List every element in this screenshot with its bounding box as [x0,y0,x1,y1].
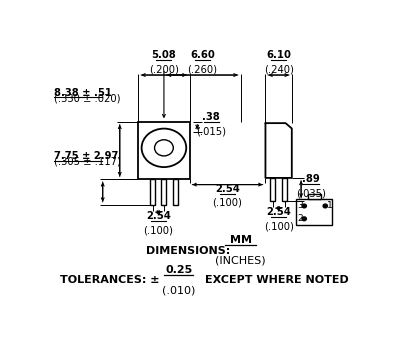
Text: (INCHES): (INCHES) [215,255,266,265]
Text: 2: 2 [297,214,303,223]
Text: 0.25: 0.25 [165,265,192,274]
Text: (.305 ± .117): (.305 ± .117) [54,157,121,167]
Text: (.260): (.260) [187,64,217,74]
Bar [150,179,155,205]
Text: TOLERANCES: ±: TOLERANCES: ± [60,275,160,285]
Circle shape [302,204,306,208]
Text: (.100): (.100) [264,221,294,231]
Text: 6.60: 6.60 [190,50,215,60]
Polygon shape [266,123,292,178]
Circle shape [302,217,306,221]
Bar [282,178,287,201]
Text: 2.54: 2.54 [146,211,171,221]
Text: 2.54: 2.54 [215,184,240,194]
Text: 3: 3 [297,202,303,211]
Circle shape [323,204,328,208]
Text: EXCEPT WHERE NOTED: EXCEPT WHERE NOTED [205,275,349,285]
Circle shape [142,129,186,167]
Text: .89: .89 [302,175,320,185]
Text: 1: 1 [327,202,332,211]
Text: MM: MM [230,235,252,245]
Text: 6.10: 6.10 [266,50,291,60]
Text: (.010): (.010) [162,285,195,295]
Text: DIMENSIONS:: DIMENSIONS: [146,246,230,256]
Bar [173,179,178,205]
Text: (.330 ± .020): (.330 ± .020) [54,93,120,103]
Text: 7.75 ± 2.97: 7.75 ± 2.97 [54,151,118,161]
Text: 2.54: 2.54 [266,208,291,218]
Text: (.200): (.200) [149,64,179,74]
Bar [270,178,275,201]
Text: (.100): (.100) [144,226,173,236]
Circle shape [154,140,173,156]
Bar [138,122,190,179]
Text: (.240): (.240) [264,64,294,74]
Text: .38: .38 [202,112,220,122]
Text: (.035): (.035) [296,188,326,198]
Text: (.100): (.100) [212,198,242,208]
Bar [162,179,166,205]
Bar [296,199,332,225]
Text: 8.38 ± .51: 8.38 ± .51 [54,88,112,98]
Text: (.015): (.015) [196,126,226,136]
Bar [308,194,320,199]
Text: 5.08: 5.08 [152,50,176,60]
